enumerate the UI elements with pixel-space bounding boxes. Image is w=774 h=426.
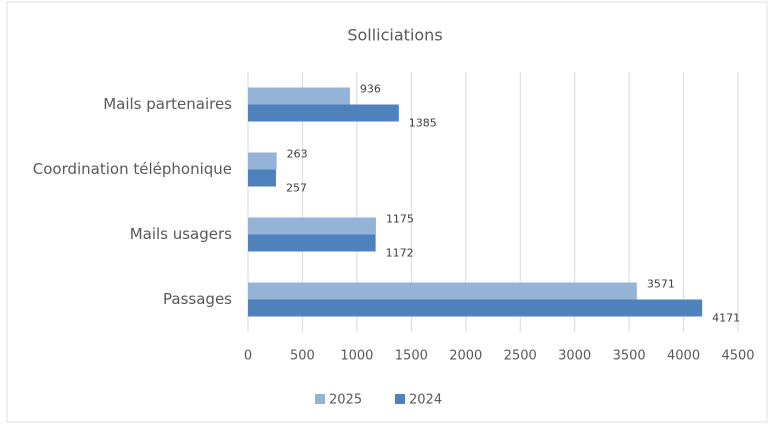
bar	[248, 169, 276, 187]
legend-swatch	[315, 394, 325, 404]
bar	[248, 217, 376, 235]
bar	[248, 152, 277, 170]
y-tick-label: Coordination téléphonique	[33, 160, 232, 178]
x-tick-label: 1500	[395, 349, 428, 364]
legend-label: 2025	[329, 393, 362, 408]
x-tick-label: 2500	[504, 349, 537, 364]
data-label: 1175	[386, 213, 414, 226]
x-tick-label: 4000	[667, 349, 700, 364]
x-tick-label: 0	[244, 349, 252, 364]
bar	[248, 104, 399, 122]
x-tick-label: 2000	[449, 349, 482, 364]
x-tick-label: 1000	[340, 349, 373, 364]
x-tick-label: 500	[290, 349, 315, 364]
x-tick-label: 4500	[721, 349, 754, 364]
x-tick-label: 3000	[558, 349, 591, 364]
bar	[248, 299, 703, 317]
y-tick-label: Passages	[163, 290, 232, 308]
bar	[248, 234, 376, 252]
chart-title: Solliciations	[347, 26, 442, 45]
data-label: 263	[287, 148, 308, 161]
legend-swatch	[395, 394, 405, 404]
data-label: 257	[286, 182, 307, 195]
y-tick-label: Mails usagers	[130, 225, 232, 243]
data-label: 3571	[647, 278, 675, 291]
bar	[248, 282, 637, 300]
data-label: 936	[360, 83, 381, 96]
legend-label: 2024	[409, 393, 442, 408]
x-tick-label: 3500	[613, 349, 646, 364]
data-label: 4171	[712, 312, 740, 325]
data-label: 1385	[409, 117, 437, 130]
chart-frame	[6, 1, 768, 423]
bar	[248, 87, 350, 105]
y-tick-label: Mails partenaires	[103, 95, 232, 113]
data-label: 1172	[386, 247, 414, 260]
